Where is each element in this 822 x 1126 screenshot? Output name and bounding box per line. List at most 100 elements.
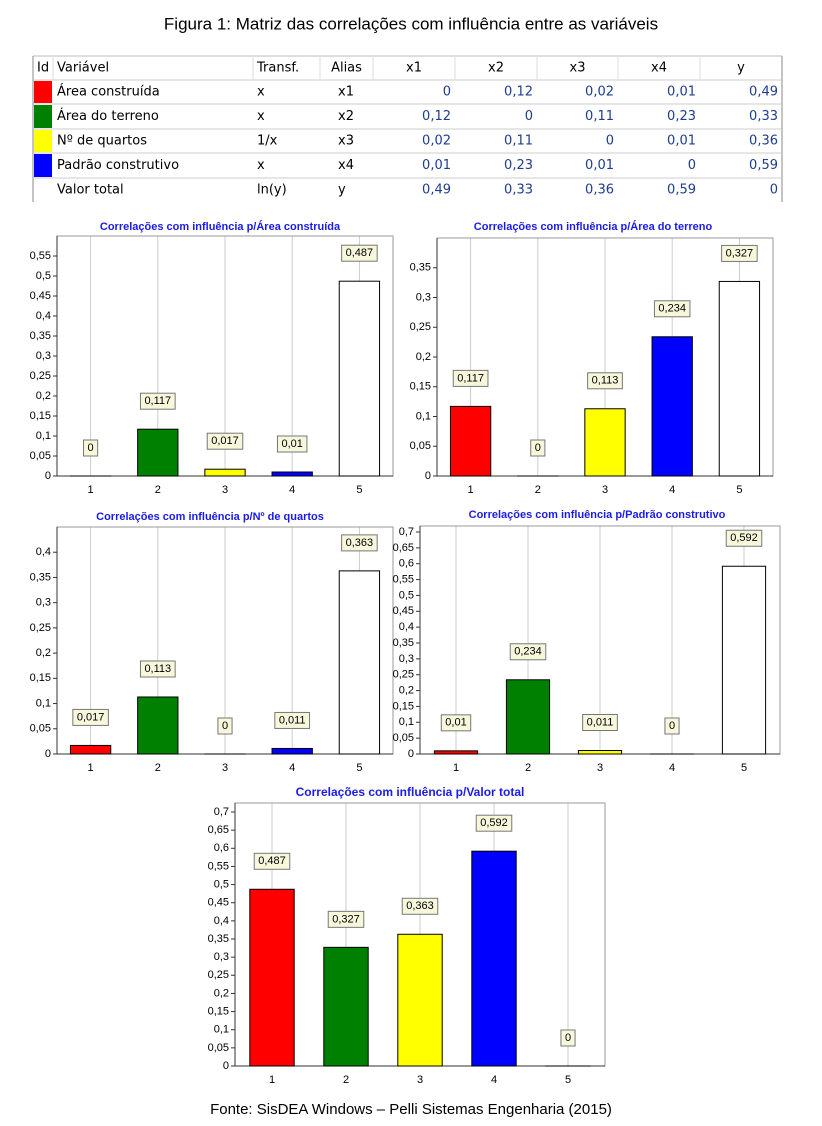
value-label: 0,234 [658,303,686,315]
table-cell: 0,11 [504,134,533,149]
bar [137,428,179,477]
bar [651,336,693,477]
value-label-box [664,717,680,735]
x-tick-label: 5 [356,762,362,774]
value-label-box [139,660,176,678]
x-tick-label: 1 [269,1074,275,1086]
table-cell: 0,49 [749,85,778,100]
row-color [34,105,52,128]
table-cell: y [338,183,346,198]
chart-title: Correlações com influência p/Área do ter… [474,220,713,233]
y-tick-label: 0,4 [214,915,229,927]
y-tick-label: 0,05 [30,723,51,735]
table-cell: 0,02 [585,85,614,100]
x-tick-label: 2 [155,762,161,774]
y-tick-label: 0,2 [36,390,51,402]
table-cell: 0 [606,134,614,149]
y-tick-label: 0,45 [30,290,51,302]
table-cell: 0,01 [667,85,696,100]
table-cell: 0,23 [504,158,533,173]
x-tick-label: 3 [597,762,603,774]
value-label: 0,113 [144,663,171,675]
y-tick-label: 0,35 [30,330,51,342]
y-tick-label: 0,05 [410,440,431,452]
table-cell: 1/x [257,134,278,149]
value-label-box [276,435,308,453]
table-cell: 0,33 [504,183,533,198]
value-label-box [440,714,472,732]
value-label-box [721,244,758,262]
y-tick-label: 0,35 [410,262,431,274]
y-tick-label: 0,1 [36,430,51,442]
x-tick-label: 5 [356,484,362,496]
row-color [34,130,52,152]
y-tick-label: 0,25 [30,622,51,634]
table-cell: x [257,158,265,173]
row-color [34,81,52,103]
y-tick-label: 0,2 [214,987,229,999]
value-label: 0,017 [211,435,239,447]
value-label-box [530,439,546,457]
y-tick-label: 0 [45,748,51,760]
y-tick-label: 0 [45,470,51,482]
y-tick-label: 0,1 [416,410,431,422]
y-tick-label: 0,4 [36,546,51,558]
x-tick-label: 4 [491,1074,497,1086]
bar [204,468,246,477]
x-tick-label: 1 [88,762,94,774]
table-cell: 0,12 [504,85,533,100]
value-label: 0,327 [332,913,360,925]
y-tick-label: 0,15 [393,700,414,712]
y-tick-label: 0,1 [399,716,414,728]
table-cell: 0,01 [585,158,614,173]
y-tick-label: 0,6 [214,842,229,854]
value-label: 0,592 [730,532,758,544]
value-label: 0,011 [279,714,306,726]
table-header: Variável [57,61,109,76]
table-cell: 0,02 [422,134,451,149]
value-label: 0 [222,720,228,732]
y-tick-label: 0,35 [30,571,51,583]
y-tick-label: 0 [408,748,414,760]
x-tick-label: 4 [669,762,675,774]
table-cell: Padrão construtivo [57,158,179,173]
value-label: 0 [669,720,675,732]
value-label: 0,487 [346,247,374,259]
y-tick-label: 0,45 [393,605,414,617]
value-label: 0 [565,1032,571,1044]
table-cell: 0,01 [422,158,451,173]
y-tick-label: 0,55 [393,573,414,585]
x-tick-label: 4 [289,484,295,496]
x-tick-label: 5 [565,1074,571,1086]
bar [338,570,381,755]
bar [449,405,492,477]
x-tick-label: 2 [535,484,541,496]
y-tick-label: 0,15 [410,381,431,393]
figure-title: Figura 1: Matriz das correlações com inf… [164,14,658,33]
bar [584,408,626,477]
table-header: x3 [570,61,586,76]
value-label: 0 [535,442,541,454]
bar [577,750,623,755]
value-label: 0,363 [346,537,374,549]
table-cell: 0,01 [667,134,696,149]
x-tick-label: 1 [468,484,474,496]
bar [137,696,179,755]
y-tick-label: 0,25 [208,969,229,981]
y-tick-label: 0,2 [36,647,51,659]
y-tick-label: 0 [425,470,431,482]
table-cell: 0,12 [422,109,451,124]
table-cell: 0,59 [749,158,778,173]
table-cell: Área construída [57,84,160,100]
table-cell: 0,36 [585,183,614,198]
chart-title: Correlações com influência p/Padrão cons… [469,509,726,521]
bar [433,750,479,755]
value-label: 0,363 [406,900,434,912]
value-label: 0 [88,442,94,454]
x-tick-label: 3 [222,762,228,774]
value-label-box [509,643,547,661]
table-cell: 0 [525,109,533,124]
chart-title: Correlações com influência p/Área constr… [100,220,341,233]
x-tick-label: 1 [88,484,94,496]
